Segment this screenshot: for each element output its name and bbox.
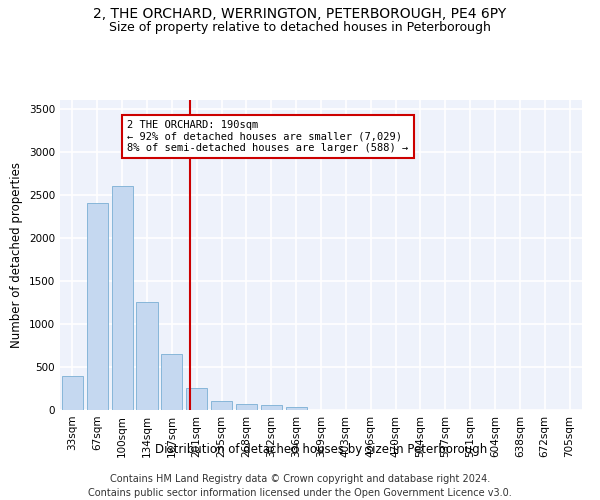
Bar [261,405,282,410]
Bar [211,402,232,410]
Bar [236,404,257,410]
Text: Contains HM Land Registry data © Crown copyright and database right 2024.
Contai: Contains HM Land Registry data © Crown c… [88,474,512,498]
Bar [186,388,207,410]
Text: 2, THE ORCHARD, WERRINGTON, PETERBOROUGH, PE4 6PY: 2, THE ORCHARD, WERRINGTON, PETERBOROUGH… [94,8,506,22]
Bar [112,186,133,410]
Bar [62,376,83,410]
Bar [87,204,108,410]
Text: Distribution of detached houses by size in Peterborough: Distribution of detached houses by size … [155,442,487,456]
Bar [161,354,182,410]
Bar [136,302,158,410]
Bar [286,406,307,410]
Text: 2 THE ORCHARD: 190sqm
← 92% of detached houses are smaller (7,029)
8% of semi-de: 2 THE ORCHARD: 190sqm ← 92% of detached … [127,120,409,153]
Y-axis label: Number of detached properties: Number of detached properties [10,162,23,348]
Text: Size of property relative to detached houses in Peterborough: Size of property relative to detached ho… [109,21,491,34]
